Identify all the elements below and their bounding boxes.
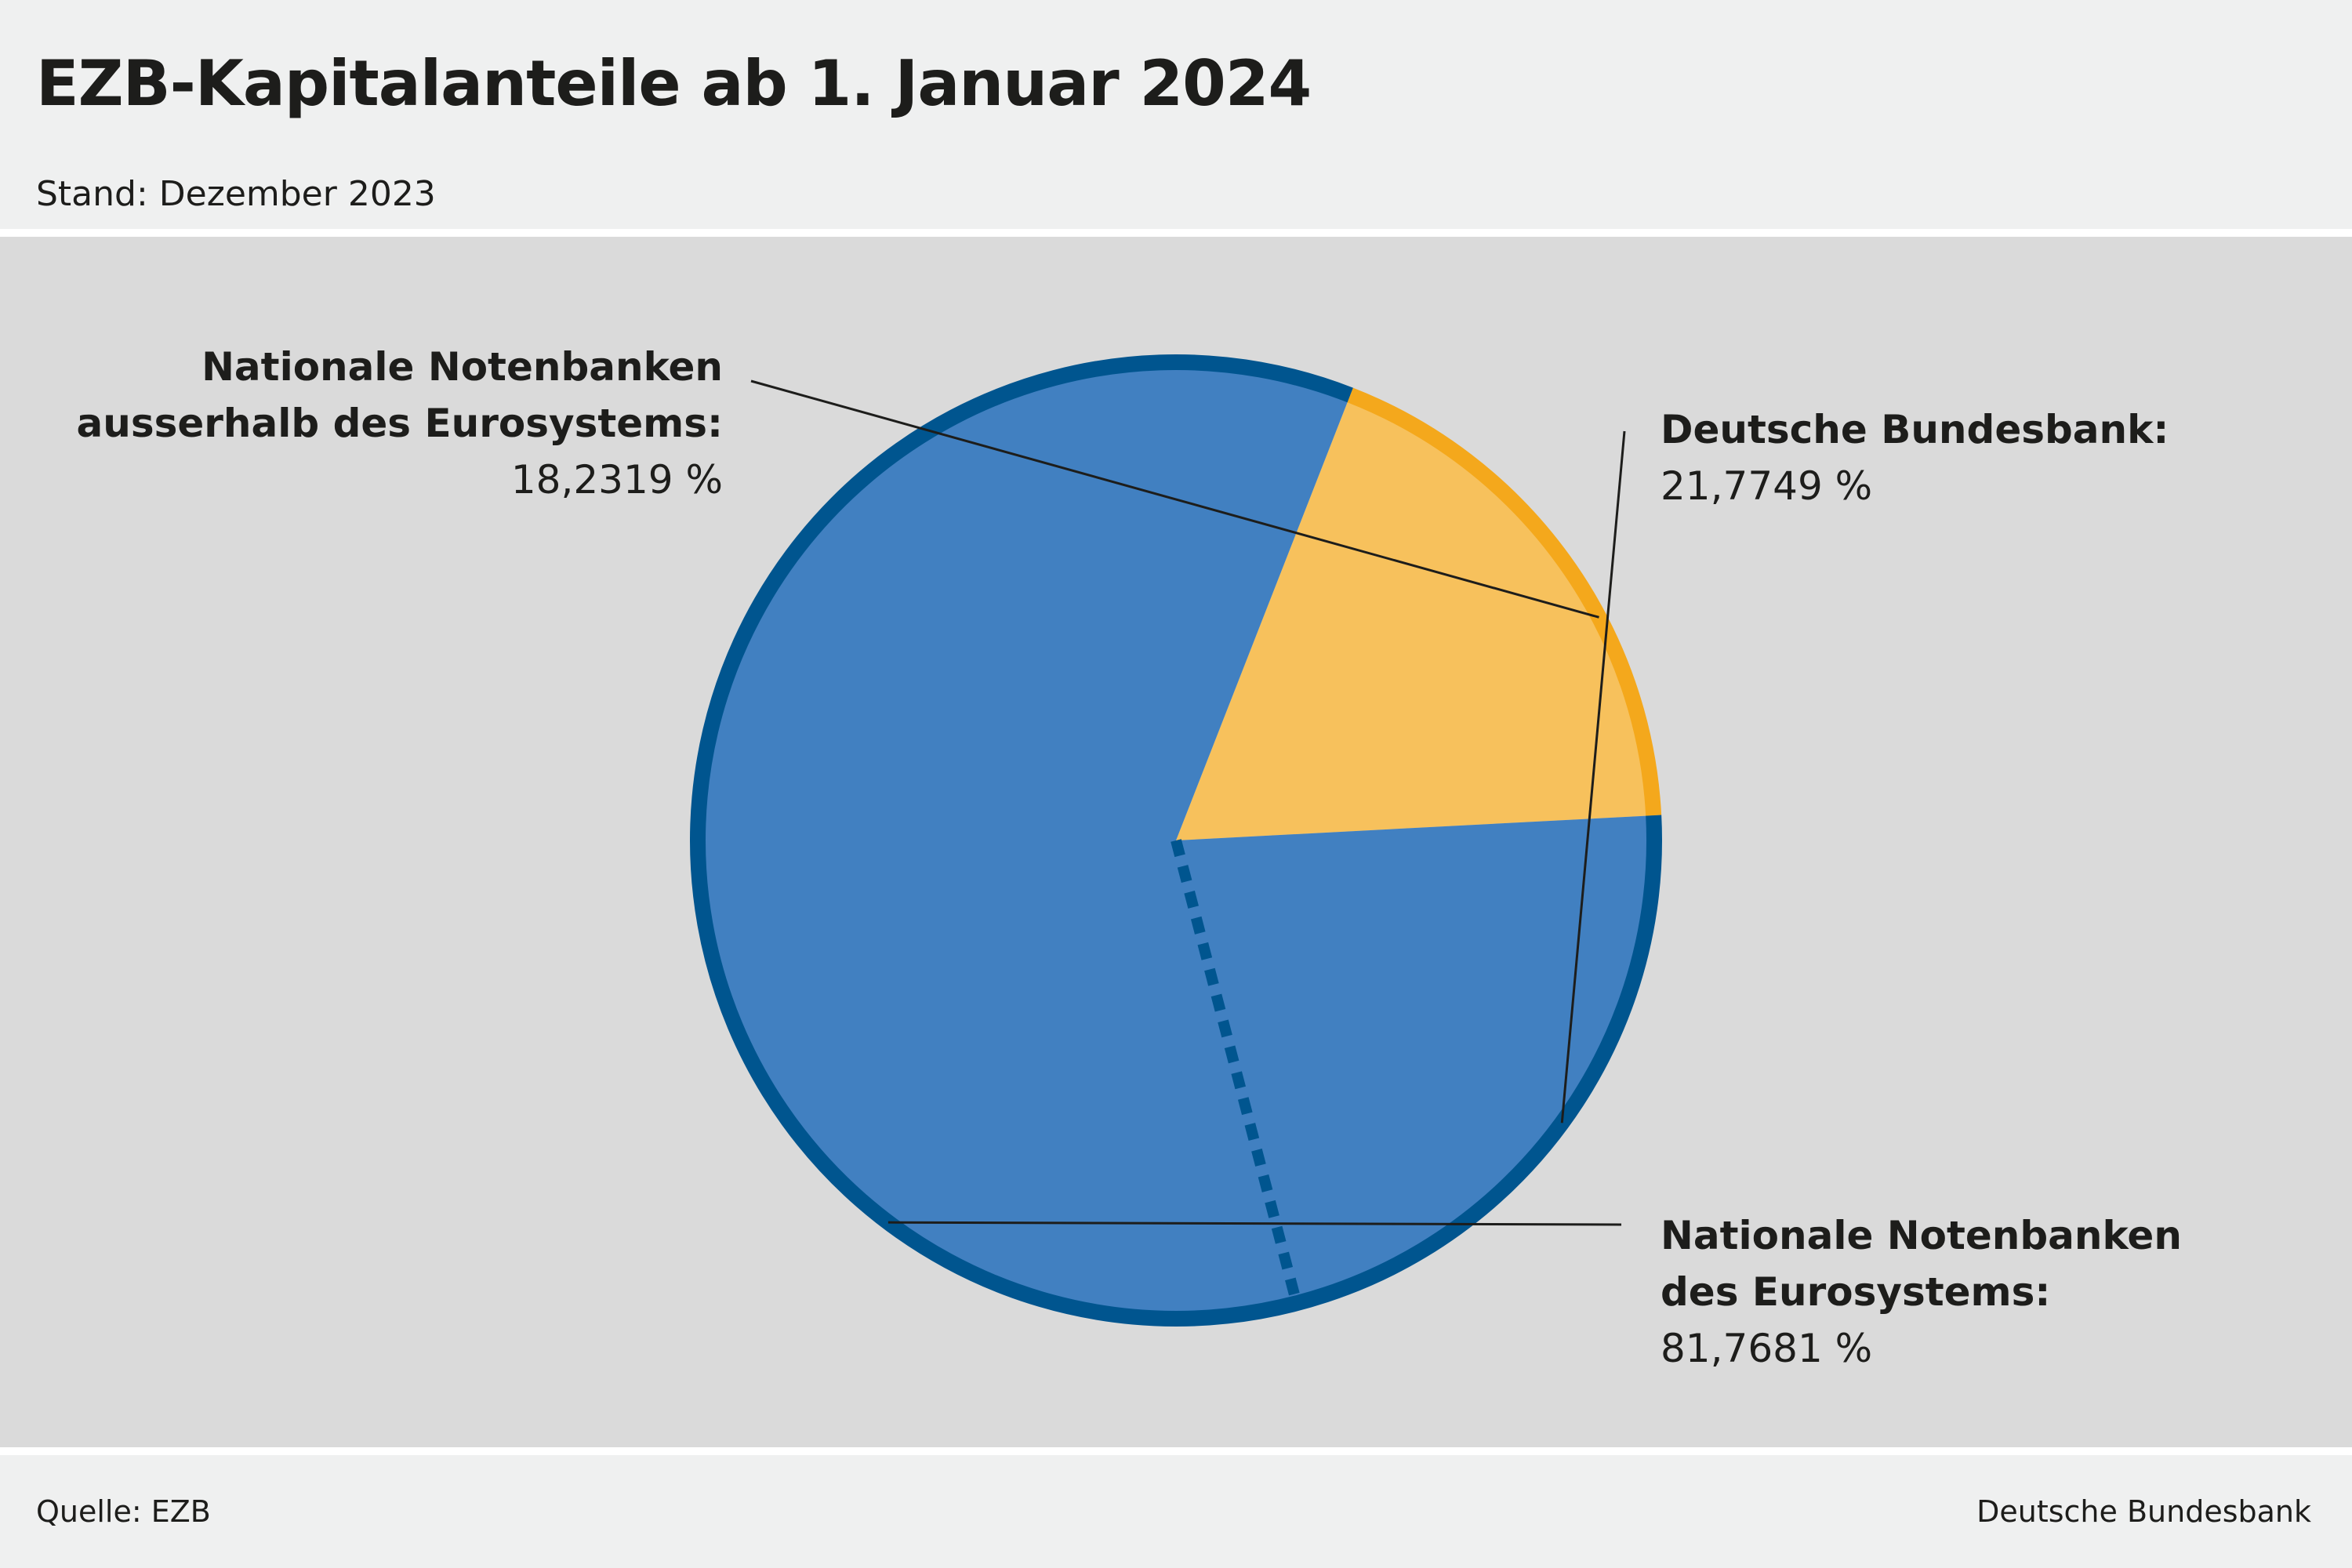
label-eurosystem: Nationale Notenbanken des Eurosystems: 8… bbox=[1661, 1207, 2182, 1377]
chart-title: EZB-Kapitalanteile ab 1. Januar 2024 bbox=[36, 47, 1312, 120]
leader-eurosystem bbox=[887, 1221, 1622, 1226]
label-eurosystem-line1: Nationale Notenbanken bbox=[1661, 1213, 2182, 1258]
label-outside-eurosystem-line1: Nationale Notenbanken bbox=[201, 344, 723, 390]
leader-outside-eurosystem bbox=[750, 379, 1599, 619]
pie-slice-0 bbox=[1176, 394, 1654, 840]
label-bundesbank-name: Deutsche Bundesbank: bbox=[1661, 407, 2169, 452]
label-eurosystem-line2: des Eurosystems: bbox=[1661, 1269, 2051, 1315]
pie-slice-border-0 bbox=[1347, 387, 1662, 816]
pie-slice-border-1 bbox=[690, 354, 1662, 1327]
pie-chart bbox=[690, 354, 1662, 1327]
label-bundesbank: Deutsche Bundesbank: 21,7749 % bbox=[1661, 401, 2169, 514]
credit-note: Deutsche Bundesbank bbox=[1976, 1494, 2311, 1529]
leader-bundesbank bbox=[1560, 430, 1626, 1123]
source-note: Quelle: EZB bbox=[36, 1494, 211, 1529]
chart-footer: Quelle: EZB Deutsche Bundesbank bbox=[0, 1455, 2352, 1568]
plot-area: Nationale Notenbanken ausserhalb des Eur… bbox=[0, 237, 2352, 1447]
value-outside-eurosystem: 18,2319 % bbox=[510, 457, 723, 503]
chart-header: EZB-Kapitalanteile ab 1. Januar 2024 Sta… bbox=[0, 0, 2352, 229]
chart-subtitle: Stand: Dezember 2023 bbox=[36, 174, 436, 214]
label-outside-eurosystem: Nationale Notenbanken ausserhalb des Eur… bbox=[76, 339, 723, 508]
label-outside-eurosystem-line2: ausserhalb des Eurosystems: bbox=[76, 401, 723, 446]
value-bundesbank: 21,7749 % bbox=[1661, 463, 1873, 509]
pie-slice-1 bbox=[698, 361, 1654, 1319]
value-eurosystem: 81,7681 % bbox=[1661, 1326, 1873, 1371]
